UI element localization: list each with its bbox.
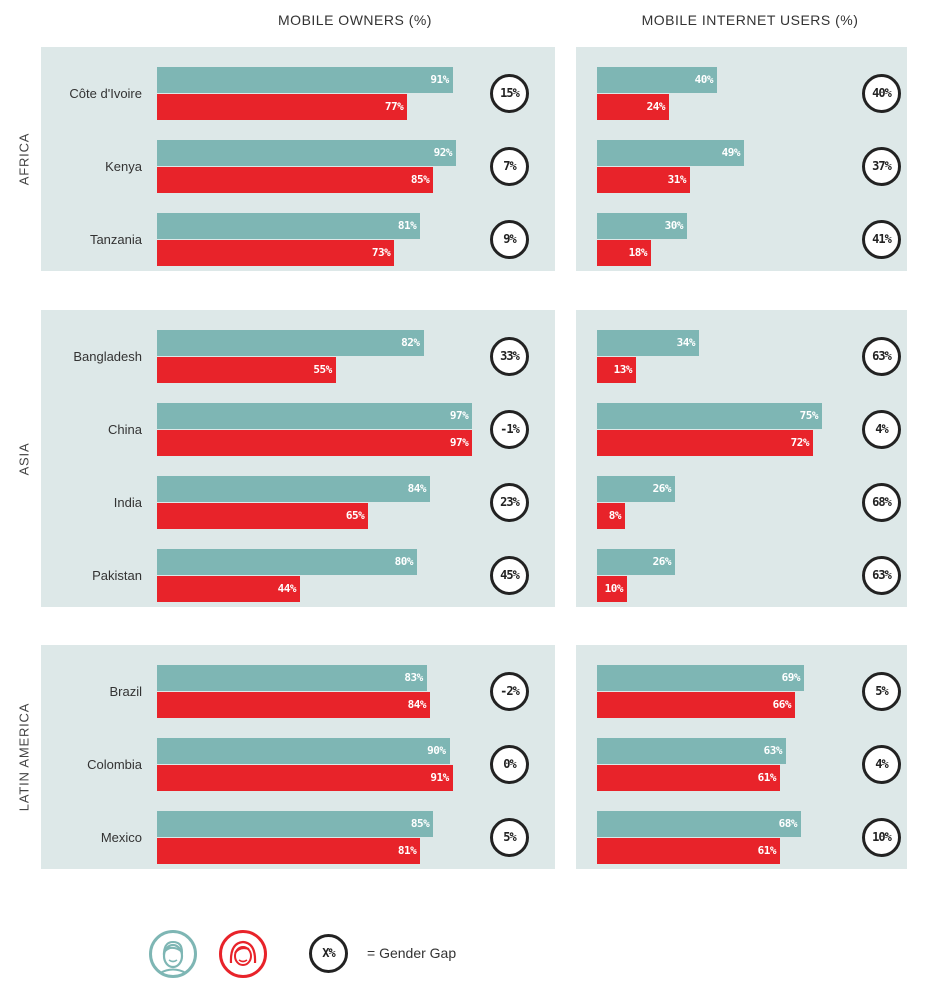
country-label: Kenya xyxy=(105,159,142,174)
owners-female-bar: 44% xyxy=(157,576,300,602)
owners-male-bar: 82% xyxy=(157,330,424,356)
owners-gender-gap-circle: 9% xyxy=(490,220,529,259)
legend-gap-circle: X% xyxy=(309,934,348,973)
internet-female-bar: 72% xyxy=(597,430,813,456)
owners-male-bar: 84% xyxy=(157,476,430,502)
internet-male-bar: 26% xyxy=(597,549,675,575)
owners-male-bar: 92% xyxy=(157,140,456,166)
internet-male-bar: 69% xyxy=(597,665,804,691)
country-label: Tanzania xyxy=(89,232,142,247)
owners-male-bar: 80% xyxy=(157,549,417,575)
internet-female-bar: 10% xyxy=(597,576,627,602)
male-face-icon xyxy=(149,930,197,978)
country-label: Côte d'Ivoire xyxy=(69,86,142,101)
country-label: India xyxy=(113,495,142,510)
internet-female-bar: 8% xyxy=(597,503,625,529)
internet-male-bar: 49% xyxy=(597,140,744,166)
country-label: China xyxy=(108,422,142,437)
internet-gender-gap-circle: 4% xyxy=(862,745,901,784)
owners-gender-gap-circle: 45% xyxy=(490,556,529,595)
owners-gender-gap-circle: 33% xyxy=(490,337,529,376)
owners-male-bar: 81% xyxy=(157,213,421,239)
country-label: Brazil xyxy=(109,684,142,699)
owners-gender-gap-circle: -1% xyxy=(490,410,529,449)
internet-male-bar: 68% xyxy=(597,811,801,837)
owners-male-bar: 91% xyxy=(157,67,453,93)
internet-gender-gap-circle: 37% xyxy=(862,147,901,186)
owners-female-bar: 73% xyxy=(157,240,395,266)
internet-female-bar: 24% xyxy=(597,94,669,120)
internet-female-bar: 66% xyxy=(597,692,795,718)
internet-male-bar: 75% xyxy=(597,403,822,429)
legend-gap-text: = Gender Gap xyxy=(367,945,457,961)
internet-gender-gap-circle: 63% xyxy=(862,337,901,376)
owners-gender-gap-circle: 5% xyxy=(490,818,529,857)
internet-female-bar: 61% xyxy=(597,838,780,864)
owners-female-bar: 91% xyxy=(157,765,453,791)
country-label: Colombia xyxy=(87,757,142,772)
owners-gender-gap-circle: 0% xyxy=(490,745,529,784)
internet-gender-gap-circle: 41% xyxy=(862,220,901,259)
country-label: Mexico xyxy=(100,830,142,845)
owners-gender-gap-circle: 7% xyxy=(490,147,529,186)
internet-female-bar: 61% xyxy=(597,765,780,791)
owners-female-bar: 84% xyxy=(157,692,430,718)
owners-female-bar: 81% xyxy=(157,838,421,864)
owners-female-bar: 77% xyxy=(157,94,408,120)
owners-male-bar: 90% xyxy=(157,738,450,764)
owners-female-bar: 65% xyxy=(157,503,369,529)
internet-female-bar: 18% xyxy=(597,240,651,266)
owners-female-bar: 85% xyxy=(157,167,434,193)
owners-male-bar: 85% xyxy=(157,811,434,837)
internet-gender-gap-circle: 68% xyxy=(862,483,901,522)
female-face-icon xyxy=(219,930,267,978)
owners-female-bar: 97% xyxy=(157,430,473,456)
internet-female-bar: 31% xyxy=(597,167,690,193)
owners-female-bar: 55% xyxy=(157,357,336,383)
region-label-text: ASIA xyxy=(16,442,32,475)
internet-female-bar: 13% xyxy=(597,357,636,383)
internet-gender-gap-circle: 4% xyxy=(862,410,901,449)
owners-gender-gap-circle: -2% xyxy=(490,672,529,711)
owners-male-bar: 83% xyxy=(157,665,427,691)
internet-column-header: MOBILE INTERNET USERS (%) xyxy=(641,12,859,28)
internet-male-bar: 30% xyxy=(597,213,687,239)
country-label: Pakistan xyxy=(92,568,142,583)
internet-gender-gap-circle: 40% xyxy=(862,74,901,113)
owners-male-bar: 97% xyxy=(157,403,473,429)
internet-male-bar: 34% xyxy=(597,330,699,356)
internet-male-bar: 40% xyxy=(597,67,717,93)
internet-male-bar: 26% xyxy=(597,476,675,502)
owners-gender-gap-circle: 23% xyxy=(490,483,529,522)
internet-male-bar: 63% xyxy=(597,738,786,764)
internet-gender-gap-circle: 10% xyxy=(862,818,901,857)
internet-gender-gap-circle: 63% xyxy=(862,556,901,595)
owners-column-header: MOBILE OWNERS (%) xyxy=(278,12,432,28)
owners-gender-gap-circle: 15% xyxy=(490,74,529,113)
internet-gender-gap-circle: 5% xyxy=(862,672,901,711)
country-label: Bangladesh xyxy=(73,349,142,364)
